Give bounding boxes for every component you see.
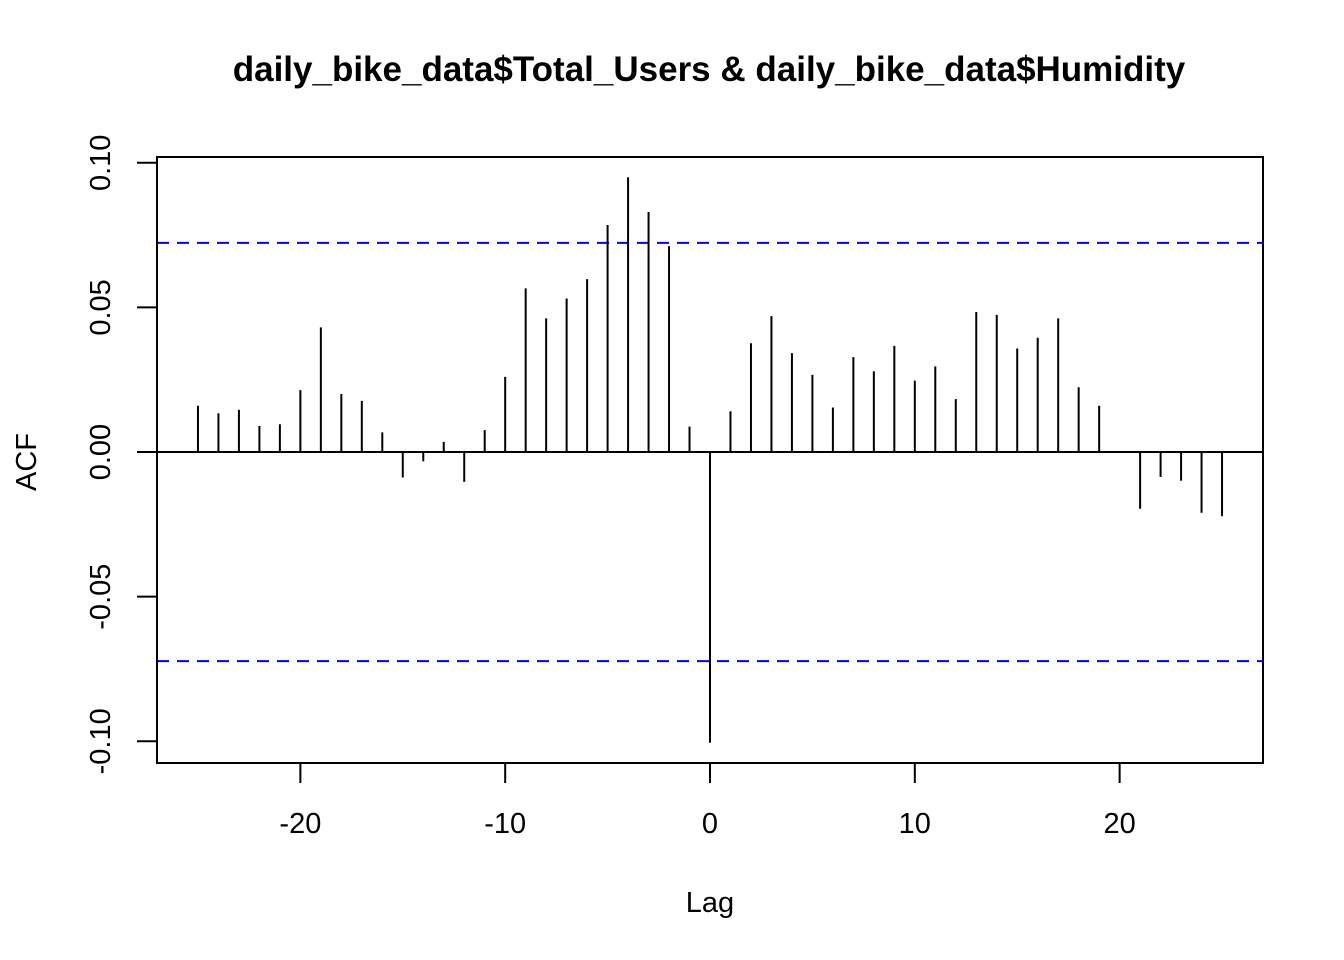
y-tick-label: 0.10	[85, 135, 117, 191]
chart-title: daily_bike_data$Total_Users & daily_bike…	[233, 50, 1186, 89]
x-axis-label: Lag	[686, 887, 734, 919]
x-tick-label: -10	[484, 808, 526, 840]
x-tick-label: -20	[279, 808, 321, 840]
y-tick-label: -0.10	[85, 708, 117, 774]
plot-area: -20 -10 0 10 20 -0.10 -0.05 0.00 0.05 0.10	[85, 135, 1264, 840]
x-tick-label: 10	[899, 808, 931, 840]
x-tick-label: 20	[1103, 808, 1135, 840]
y-axis-label: ACF	[11, 433, 43, 491]
y-tick-label: 0.05	[85, 279, 117, 335]
x-tick-label: 0	[702, 808, 718, 840]
y-tick-label: -0.05	[85, 564, 117, 630]
y-tick-label: 0.00	[85, 424, 117, 480]
